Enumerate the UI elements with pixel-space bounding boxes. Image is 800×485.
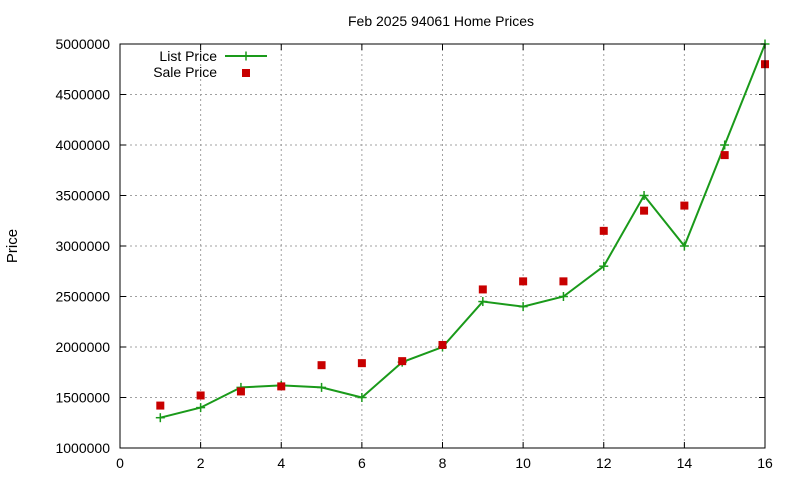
y-tick-label: 5000000	[55, 36, 110, 52]
data-point	[639, 191, 649, 200]
y-axis-label: Price	[4, 229, 21, 263]
legend-marker	[242, 69, 250, 77]
series-line	[160, 43, 766, 419]
data-point	[599, 226, 608, 235]
x-tick-label: 6	[358, 455, 366, 471]
plot-frame	[119, 43, 766, 449]
y-tick-label: 2000000	[55, 339, 110, 355]
data-point	[478, 285, 487, 294]
x-tick-label: 16	[757, 455, 773, 471]
data-point	[720, 140, 730, 150]
y-tick-label: 3000000	[55, 238, 110, 254]
x-tick-label: 4	[277, 455, 285, 471]
series-sale-price	[156, 60, 769, 410]
x-tick-label: 10	[515, 455, 531, 471]
data-point	[156, 401, 165, 410]
data-point	[317, 361, 326, 370]
series	[155, 39, 770, 423]
y-tick-label: 2500000	[55, 289, 110, 305]
y-tick-label: 4000000	[55, 137, 110, 153]
data-point	[640, 206, 649, 215]
data-point	[519, 277, 528, 286]
series-list-price	[155, 39, 770, 423]
data-point	[599, 261, 609, 271]
data-point	[196, 403, 206, 413]
data-point	[155, 413, 165, 423]
x-tick-label: 12	[596, 455, 612, 471]
legend-label: Sale Price	[153, 64, 217, 80]
y-tick-label: 4500000	[55, 87, 110, 103]
grid	[120, 44, 765, 448]
legend-label: List Price	[159, 48, 217, 64]
data-point	[679, 241, 689, 251]
data-point	[357, 359, 366, 368]
y-tick-label: 3500000	[55, 188, 110, 204]
data-point	[196, 391, 205, 400]
axes: 0 2 4 6 8 10 12 14 16 1000000 1500000 2000000 250000…	[55, 36, 773, 471]
data-point	[559, 277, 568, 286]
data-point	[357, 393, 367, 402]
data-point	[720, 151, 729, 160]
data-point	[277, 382, 286, 391]
chart-title: Feb 2025 94061 Home Prices	[348, 13, 534, 29]
x-tick-label: 0	[116, 455, 124, 471]
data-point	[398, 357, 407, 366]
legend-marker	[241, 51, 251, 61]
y-tick-label: 1500000	[55, 390, 110, 406]
x-tick-label: 2	[197, 455, 205, 471]
x-tick-label: 14	[677, 455, 693, 471]
data-point	[438, 340, 447, 349]
data-point	[236, 387, 245, 396]
data-point	[680, 201, 689, 210]
x-tick-label: 8	[439, 455, 447, 471]
data-point	[317, 382, 327, 392]
data-point	[518, 302, 528, 312]
y-tick-label: 1000000	[55, 440, 110, 456]
data-point	[558, 292, 568, 301]
data-point	[478, 297, 488, 307]
